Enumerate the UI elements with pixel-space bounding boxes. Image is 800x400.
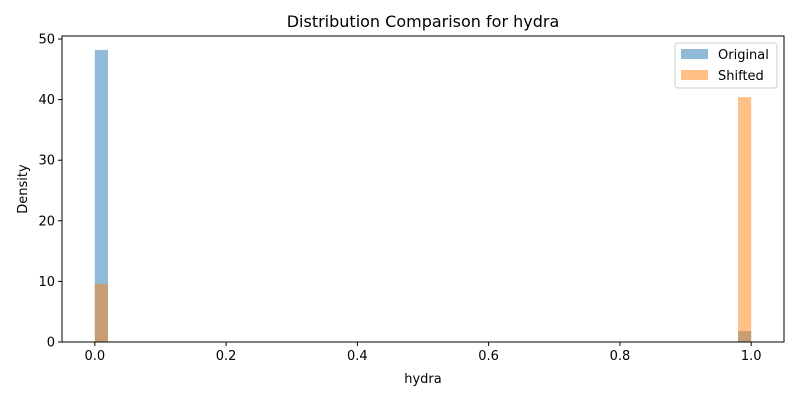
x-tick-label: 0.6	[478, 349, 499, 364]
bar-shifted-0	[94, 283, 108, 342]
x-tick-label: 0.8	[610, 349, 631, 364]
x-tick-label: 1.0	[741, 349, 762, 364]
y-tick-label: 40	[38, 93, 55, 108]
x-tick-label: 0.0	[84, 349, 105, 364]
y-tick-label: 50	[38, 33, 55, 48]
y-axis-title: Density	[16, 164, 31, 214]
x-axis-title: hydra	[404, 372, 442, 387]
y-axis-ticks: 0 10 20 30 40 50	[38, 33, 62, 351]
x-tick-label: 0.2	[216, 349, 237, 364]
legend-swatch-original	[681, 49, 708, 59]
y-tick-label: 20	[38, 214, 55, 229]
bars-layer	[94, 49, 752, 342]
bar-original-0	[94, 49, 108, 342]
plot-frame	[61, 35, 785, 343]
bar-shifted-1	[738, 97, 752, 342]
legend-swatch-shifted	[681, 70, 708, 80]
legend: Original Shifted	[674, 42, 778, 89]
x-axis-ticks: 0.0 0.2 0.4 0.6 0.8 1.0	[84, 342, 762, 364]
x-tick-label: 0.4	[347, 349, 368, 364]
legend-label-original: Original	[718, 48, 769, 63]
chart-title: Distribution Comparison for hydra	[287, 12, 560, 31]
y-tick-label: 30	[38, 154, 55, 169]
y-tick-label: 0	[47, 336, 55, 351]
legend-label-shifted: Shifted	[718, 69, 764, 84]
y-tick-label: 10	[38, 275, 55, 290]
